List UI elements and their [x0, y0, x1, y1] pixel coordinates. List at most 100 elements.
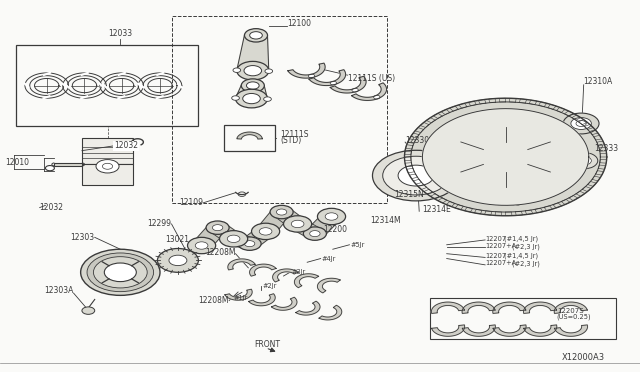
Bar	[430, 298, 616, 339]
Polygon shape	[404, 98, 607, 216]
Text: 12032: 12032	[40, 203, 64, 212]
Polygon shape	[250, 264, 276, 276]
Text: 12315N: 12315N	[394, 190, 424, 199]
Circle shape	[550, 170, 566, 179]
Polygon shape	[249, 294, 275, 306]
Text: 12207: 12207	[485, 236, 506, 242]
Polygon shape	[422, 109, 589, 205]
Bar	[172, 16, 387, 203]
Circle shape	[82, 307, 95, 314]
Bar	[82, 138, 133, 164]
Text: 12207+A: 12207+A	[485, 243, 516, 249]
Text: 12333: 12333	[594, 144, 618, 153]
Polygon shape	[193, 225, 227, 248]
Circle shape	[206, 221, 229, 234]
Text: 12314E: 12314E	[422, 205, 451, 214]
Polygon shape	[524, 325, 557, 336]
Circle shape	[45, 166, 54, 171]
Circle shape	[550, 135, 566, 144]
Text: 12032: 12032	[114, 141, 138, 150]
Text: 12200: 12200	[323, 225, 347, 234]
Text: 12111S: 12111S	[280, 130, 309, 139]
Text: #3Jr: #3Jr	[291, 269, 305, 275]
Polygon shape	[309, 70, 346, 86]
Circle shape	[308, 74, 315, 78]
Circle shape	[232, 96, 239, 100]
Circle shape	[104, 263, 136, 282]
Circle shape	[352, 88, 358, 92]
Text: #4Jr: #4Jr	[322, 256, 336, 262]
Circle shape	[330, 81, 337, 85]
Bar	[82, 164, 133, 185]
Text: 12111S (US): 12111S (US)	[348, 74, 395, 83]
Polygon shape	[431, 302, 465, 314]
Circle shape	[317, 208, 346, 225]
Text: 12207S: 12207S	[557, 308, 584, 314]
Text: 12310A: 12310A	[584, 77, 613, 86]
Polygon shape	[554, 302, 588, 314]
Text: 12331: 12331	[496, 199, 520, 208]
Text: 12330: 12330	[405, 136, 429, 145]
Polygon shape	[228, 259, 255, 270]
Text: (#1,4,5 Jr): (#1,4,5 Jr)	[504, 235, 538, 242]
Circle shape	[244, 29, 268, 42]
Text: (#2,3 Jr): (#2,3 Jr)	[512, 260, 540, 267]
Circle shape	[303, 227, 326, 240]
Circle shape	[243, 93, 260, 104]
Polygon shape	[317, 278, 340, 293]
Circle shape	[220, 231, 248, 247]
Circle shape	[238, 237, 261, 250]
Circle shape	[264, 97, 271, 101]
Text: 12010: 12010	[5, 158, 29, 167]
Text: 12033: 12033	[108, 29, 132, 38]
Circle shape	[236, 89, 268, 108]
Circle shape	[81, 249, 160, 295]
Circle shape	[398, 165, 434, 186]
Polygon shape	[288, 63, 325, 78]
Circle shape	[576, 156, 591, 165]
Circle shape	[87, 253, 154, 292]
Polygon shape	[236, 85, 268, 99]
Circle shape	[157, 248, 198, 272]
Text: FRONT: FRONT	[255, 340, 281, 349]
Circle shape	[244, 241, 255, 247]
Circle shape	[492, 149, 520, 165]
Text: #2Jr: #2Jr	[262, 283, 276, 289]
Bar	[16, 45, 198, 126]
Text: 12207+A: 12207+A	[485, 260, 516, 266]
Circle shape	[445, 135, 461, 144]
Polygon shape	[319, 305, 342, 320]
Polygon shape	[462, 302, 495, 314]
Text: 12207: 12207	[485, 253, 506, 259]
Circle shape	[291, 220, 304, 228]
Circle shape	[188, 237, 216, 254]
Polygon shape	[524, 302, 557, 314]
Polygon shape	[306, 214, 340, 237]
Circle shape	[250, 32, 262, 39]
Circle shape	[93, 257, 147, 288]
Text: X12000A3: X12000A3	[562, 353, 605, 362]
Circle shape	[563, 113, 599, 134]
Polygon shape	[225, 289, 252, 300]
Text: 12100: 12100	[287, 19, 311, 28]
Circle shape	[237, 61, 269, 80]
Polygon shape	[257, 209, 291, 234]
Circle shape	[570, 153, 598, 169]
Text: (US=0.25): (US=0.25)	[557, 314, 591, 320]
Circle shape	[284, 216, 312, 232]
Circle shape	[571, 118, 591, 129]
Circle shape	[169, 255, 187, 266]
Polygon shape	[330, 76, 366, 93]
Circle shape	[383, 156, 449, 195]
Circle shape	[259, 228, 272, 235]
Circle shape	[445, 170, 461, 179]
Polygon shape	[296, 301, 320, 315]
Polygon shape	[241, 228, 274, 247]
Circle shape	[498, 188, 513, 197]
Polygon shape	[237, 132, 262, 139]
Polygon shape	[273, 208, 306, 228]
Text: #5Jr: #5Jr	[351, 242, 365, 248]
Circle shape	[270, 205, 293, 219]
Circle shape	[195, 242, 208, 249]
Polygon shape	[210, 224, 241, 243]
